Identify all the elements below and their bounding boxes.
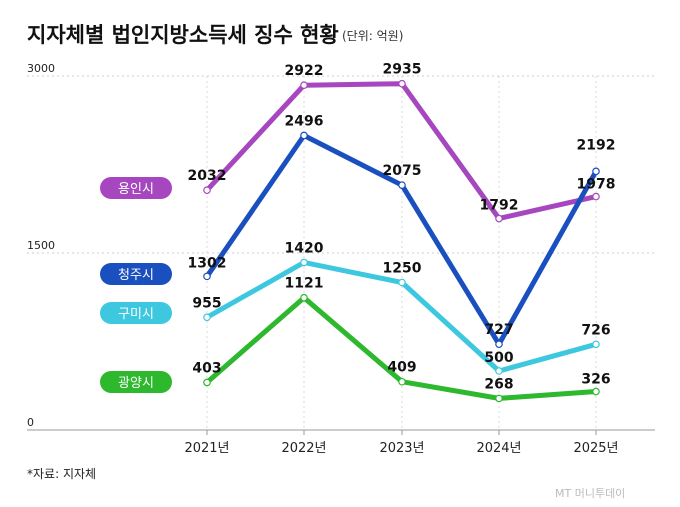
data-point <box>203 378 211 387</box>
data-point <box>495 394 503 403</box>
data-label: 726 <box>581 322 610 338</box>
data-point <box>592 387 600 396</box>
watermark: MT 머니투데이 <box>555 487 625 500</box>
data-label: 2496 <box>285 113 324 129</box>
data-point <box>300 81 308 90</box>
data-point <box>398 79 406 88</box>
data-point <box>495 214 503 223</box>
y-tick-label: 1500 <box>27 239 55 252</box>
y-tick-label: 0 <box>27 416 34 429</box>
data-point <box>203 272 211 281</box>
data-label: 727 <box>484 322 513 338</box>
legend-label: 구미시 <box>118 307 154 322</box>
data-point <box>203 186 211 195</box>
data-label: 2935 <box>383 62 422 78</box>
data-label: 1792 <box>480 198 519 214</box>
legend-pill <box>100 263 172 285</box>
x-tick-label: 2023년 <box>379 441 424 456</box>
data-point <box>300 293 308 302</box>
y-tick-label: 3000 <box>27 62 55 75</box>
watermark-text: MT 머니투데이 <box>555 487 625 500</box>
data-label: 1420 <box>285 240 324 256</box>
data-label: 326 <box>581 372 610 388</box>
unit-label: (단위: 억원) <box>342 29 403 43</box>
legend-label: 광양시 <box>118 376 154 391</box>
data-label: 2192 <box>577 137 616 153</box>
data-point <box>398 181 406 189</box>
data-label: 2032 <box>188 168 227 184</box>
legend-pill <box>100 177 172 199</box>
data-point <box>398 377 406 386</box>
data-label: 2075 <box>383 163 422 179</box>
data-label: 1302 <box>188 255 227 271</box>
data-point <box>203 313 211 322</box>
data-point <box>592 340 600 349</box>
data-label: 1250 <box>383 261 422 277</box>
data-point <box>592 192 600 201</box>
data-label: 409 <box>387 360 416 376</box>
x-tick-label: 2025년 <box>573 441 618 456</box>
data-label: 1978 <box>577 177 616 193</box>
data-label: 955 <box>192 295 221 311</box>
grid <box>27 75 655 431</box>
data-label: 268 <box>484 376 513 392</box>
series-group <box>203 79 600 403</box>
legend-pill <box>100 302 172 324</box>
x-tick-label: 2022년 <box>281 441 326 456</box>
source-note: *자료: 지자체 <box>27 467 96 481</box>
data-point <box>398 278 406 287</box>
x-tick-label: 2021년 <box>184 441 229 456</box>
data-point <box>592 167 600 176</box>
x-tick-label: 2024년 <box>476 441 521 456</box>
legend-label: 청주시 <box>118 268 154 283</box>
data-point <box>495 367 503 375</box>
data-point <box>300 258 308 267</box>
legend-label: 용인시 <box>118 182 154 197</box>
y-axis: 3000 1500 0 <box>27 62 55 429</box>
data-label: 1121 <box>285 276 324 292</box>
data-point <box>495 340 503 349</box>
data-labels: 2032 2922 2935 1792 1978 1302 2496 2075 727 2192 9… <box>188 62 616 393</box>
data-point <box>300 131 308 140</box>
x-axis: 2021년 2022년 2023년 2024년 2025년 <box>184 430 619 456</box>
chart-title: 지자체별 법인지방소득세 징수 현황 <box>27 23 339 47</box>
data-label: 403 <box>192 360 221 376</box>
data-label: 500 <box>484 350 513 366</box>
data-label: 2922 <box>285 63 324 79</box>
legend-pill <box>100 371 172 393</box>
